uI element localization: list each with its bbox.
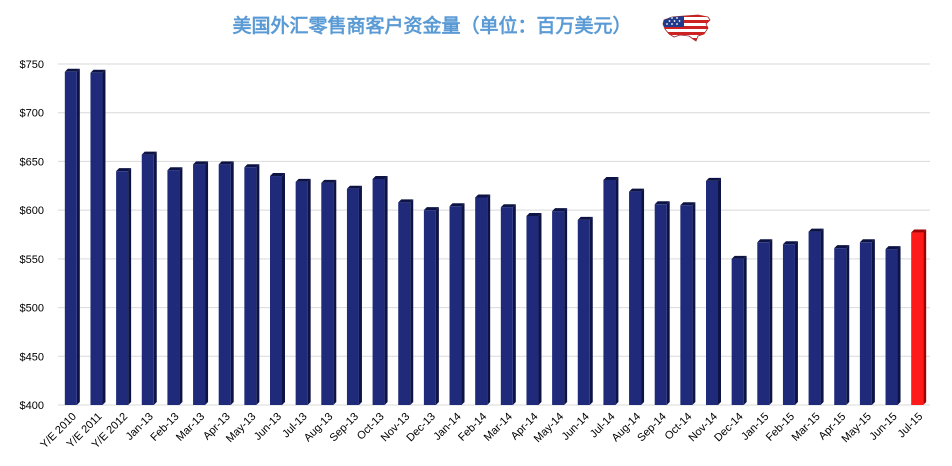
y-tick-label: $550	[20, 254, 44, 266]
bar	[577, 216, 593, 405]
bar	[167, 167, 183, 405]
bar	[808, 228, 824, 405]
y-tick-label: $700	[20, 108, 44, 120]
bar	[244, 164, 260, 405]
bar	[654, 201, 670, 405]
bar	[706, 177, 721, 405]
y-tick-label: $400	[20, 400, 44, 412]
y-tick-label: $450	[20, 351, 44, 363]
bar	[834, 245, 850, 405]
bar	[911, 229, 927, 405]
bar	[372, 175, 388, 405]
bar	[731, 255, 747, 405]
bar	[782, 241, 798, 405]
x-tick-label: Jun-13	[252, 411, 284, 443]
bar	[64, 68, 80, 406]
x-tick-label: Sep-14	[635, 411, 669, 445]
y-tick-label: $750	[20, 59, 44, 71]
bar	[398, 199, 414, 405]
x-tick-label: Mar-14	[482, 411, 515, 444]
bar	[218, 161, 234, 405]
x-tick-label: Jun-15	[867, 411, 899, 443]
bar	[90, 69, 106, 406]
bar	[193, 161, 209, 405]
bar	[270, 173, 285, 405]
bar	[321, 179, 337, 405]
x-tick-label: Mar-15	[790, 411, 823, 444]
bar	[423, 207, 439, 405]
bar	[680, 202, 696, 405]
x-tick-label: Dec-14	[712, 411, 746, 445]
bar	[141, 151, 157, 405]
bar	[475, 194, 491, 405]
us-flag-map-icon	[662, 14, 711, 42]
chart-title: 美国外汇零售商客户资金量（单位：百万美元）	[232, 14, 631, 37]
bar	[757, 239, 773, 405]
x-tick-label: Jul-15	[896, 411, 926, 441]
bar	[629, 188, 645, 405]
y-tick-label: $650	[20, 156, 44, 168]
bar	[603, 176, 619, 405]
x-tick-label: Mar-13	[174, 411, 207, 444]
y-tick-label: $600	[20, 205, 44, 217]
bar	[859, 239, 875, 405]
x-tick-label: Jun-14	[560, 411, 592, 443]
x-tick-label: Dec-13	[404, 411, 438, 445]
bar	[346, 185, 362, 405]
y-tick-label: $500	[20, 303, 44, 315]
bar	[500, 204, 516, 405]
bar	[526, 212, 542, 405]
x-tick-label: Sep-13	[327, 411, 361, 445]
bar	[295, 178, 311, 405]
bar	[885, 246, 901, 405]
bar	[449, 203, 465, 405]
bar	[116, 168, 132, 405]
bar	[552, 208, 568, 405]
